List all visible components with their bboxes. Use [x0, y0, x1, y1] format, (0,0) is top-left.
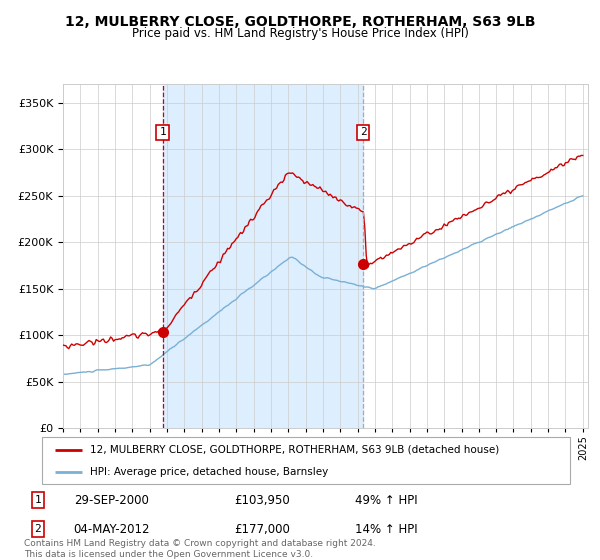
Text: 1: 1	[34, 495, 41, 505]
Text: 14% ↑ HPI: 14% ↑ HPI	[355, 522, 418, 535]
Text: Price paid vs. HM Land Registry's House Price Index (HPI): Price paid vs. HM Land Registry's House …	[131, 27, 469, 40]
Text: 29-SEP-2000: 29-SEP-2000	[74, 494, 149, 507]
Text: £177,000: £177,000	[234, 522, 290, 535]
Text: 2: 2	[34, 524, 41, 534]
Text: HPI: Average price, detached house, Barnsley: HPI: Average price, detached house, Barn…	[89, 466, 328, 477]
Text: 2: 2	[360, 128, 367, 137]
Bar	[163, 84, 363, 428]
Text: Contains HM Land Registry data © Crown copyright and database right 2024.
This d: Contains HM Land Registry data © Crown c…	[24, 539, 376, 559]
Text: 1: 1	[159, 128, 166, 137]
Text: 04-MAY-2012: 04-MAY-2012	[74, 522, 150, 535]
Text: 49% ↑ HPI: 49% ↑ HPI	[355, 494, 418, 507]
Text: 12, MULBERRY CLOSE, GOLDTHORPE, ROTHERHAM, S63 9LB (detached house): 12, MULBERRY CLOSE, GOLDTHORPE, ROTHERHA…	[89, 445, 499, 455]
Text: £103,950: £103,950	[234, 494, 290, 507]
Text: 12, MULBERRY CLOSE, GOLDTHORPE, ROTHERHAM, S63 9LB: 12, MULBERRY CLOSE, GOLDTHORPE, ROTHERHA…	[65, 15, 535, 29]
FancyBboxPatch shape	[42, 437, 570, 484]
